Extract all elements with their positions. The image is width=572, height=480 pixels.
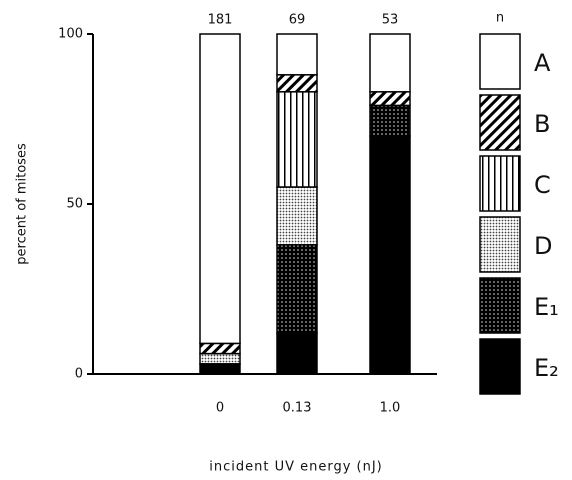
legend-label: B xyxy=(534,110,550,138)
bar-segment xyxy=(276,244,318,334)
legend-label: E₁ xyxy=(534,293,559,321)
bar-segment xyxy=(369,104,411,137)
x-tick-label: 0 xyxy=(216,401,224,416)
bar-segment xyxy=(369,91,411,107)
legend-swatch xyxy=(479,216,521,273)
legend-swatch xyxy=(479,338,521,395)
bar-segment xyxy=(276,186,318,246)
y-axis-title: percent of mitoses xyxy=(15,143,30,265)
count-label: 69 xyxy=(289,13,306,28)
legend-swatch xyxy=(479,277,521,334)
y-tick-label: 100 xyxy=(58,27,83,42)
x-tick-label: 1.0 xyxy=(380,401,401,416)
legend-label: A xyxy=(534,49,551,77)
bar-segment xyxy=(276,91,318,188)
x-axis-title: incident UV energy (nJ) xyxy=(209,460,383,475)
bar-segment xyxy=(199,342,241,355)
legend-label: C xyxy=(534,171,551,199)
count-label: 53 xyxy=(382,13,399,28)
count-label: 181 xyxy=(208,13,233,28)
legend-swatch xyxy=(479,155,521,212)
bar-segment xyxy=(199,363,241,375)
y-tick-label: 50 xyxy=(66,197,83,212)
y-tick-label: 0 xyxy=(75,367,83,382)
bar-segment xyxy=(369,135,411,375)
bar-segment xyxy=(276,33,318,76)
counts-label: n xyxy=(496,11,504,26)
x-tick-label: 0.13 xyxy=(283,401,312,416)
bar-segment xyxy=(369,33,411,93)
bar-segment xyxy=(276,332,318,375)
legend-label: D xyxy=(534,232,552,260)
bar-segment xyxy=(199,33,241,345)
bar-segment xyxy=(199,352,241,365)
bar-segment xyxy=(276,74,318,93)
legend-label: E₂ xyxy=(534,354,559,382)
legend-swatch xyxy=(479,33,521,90)
legend-swatch xyxy=(479,94,521,151)
